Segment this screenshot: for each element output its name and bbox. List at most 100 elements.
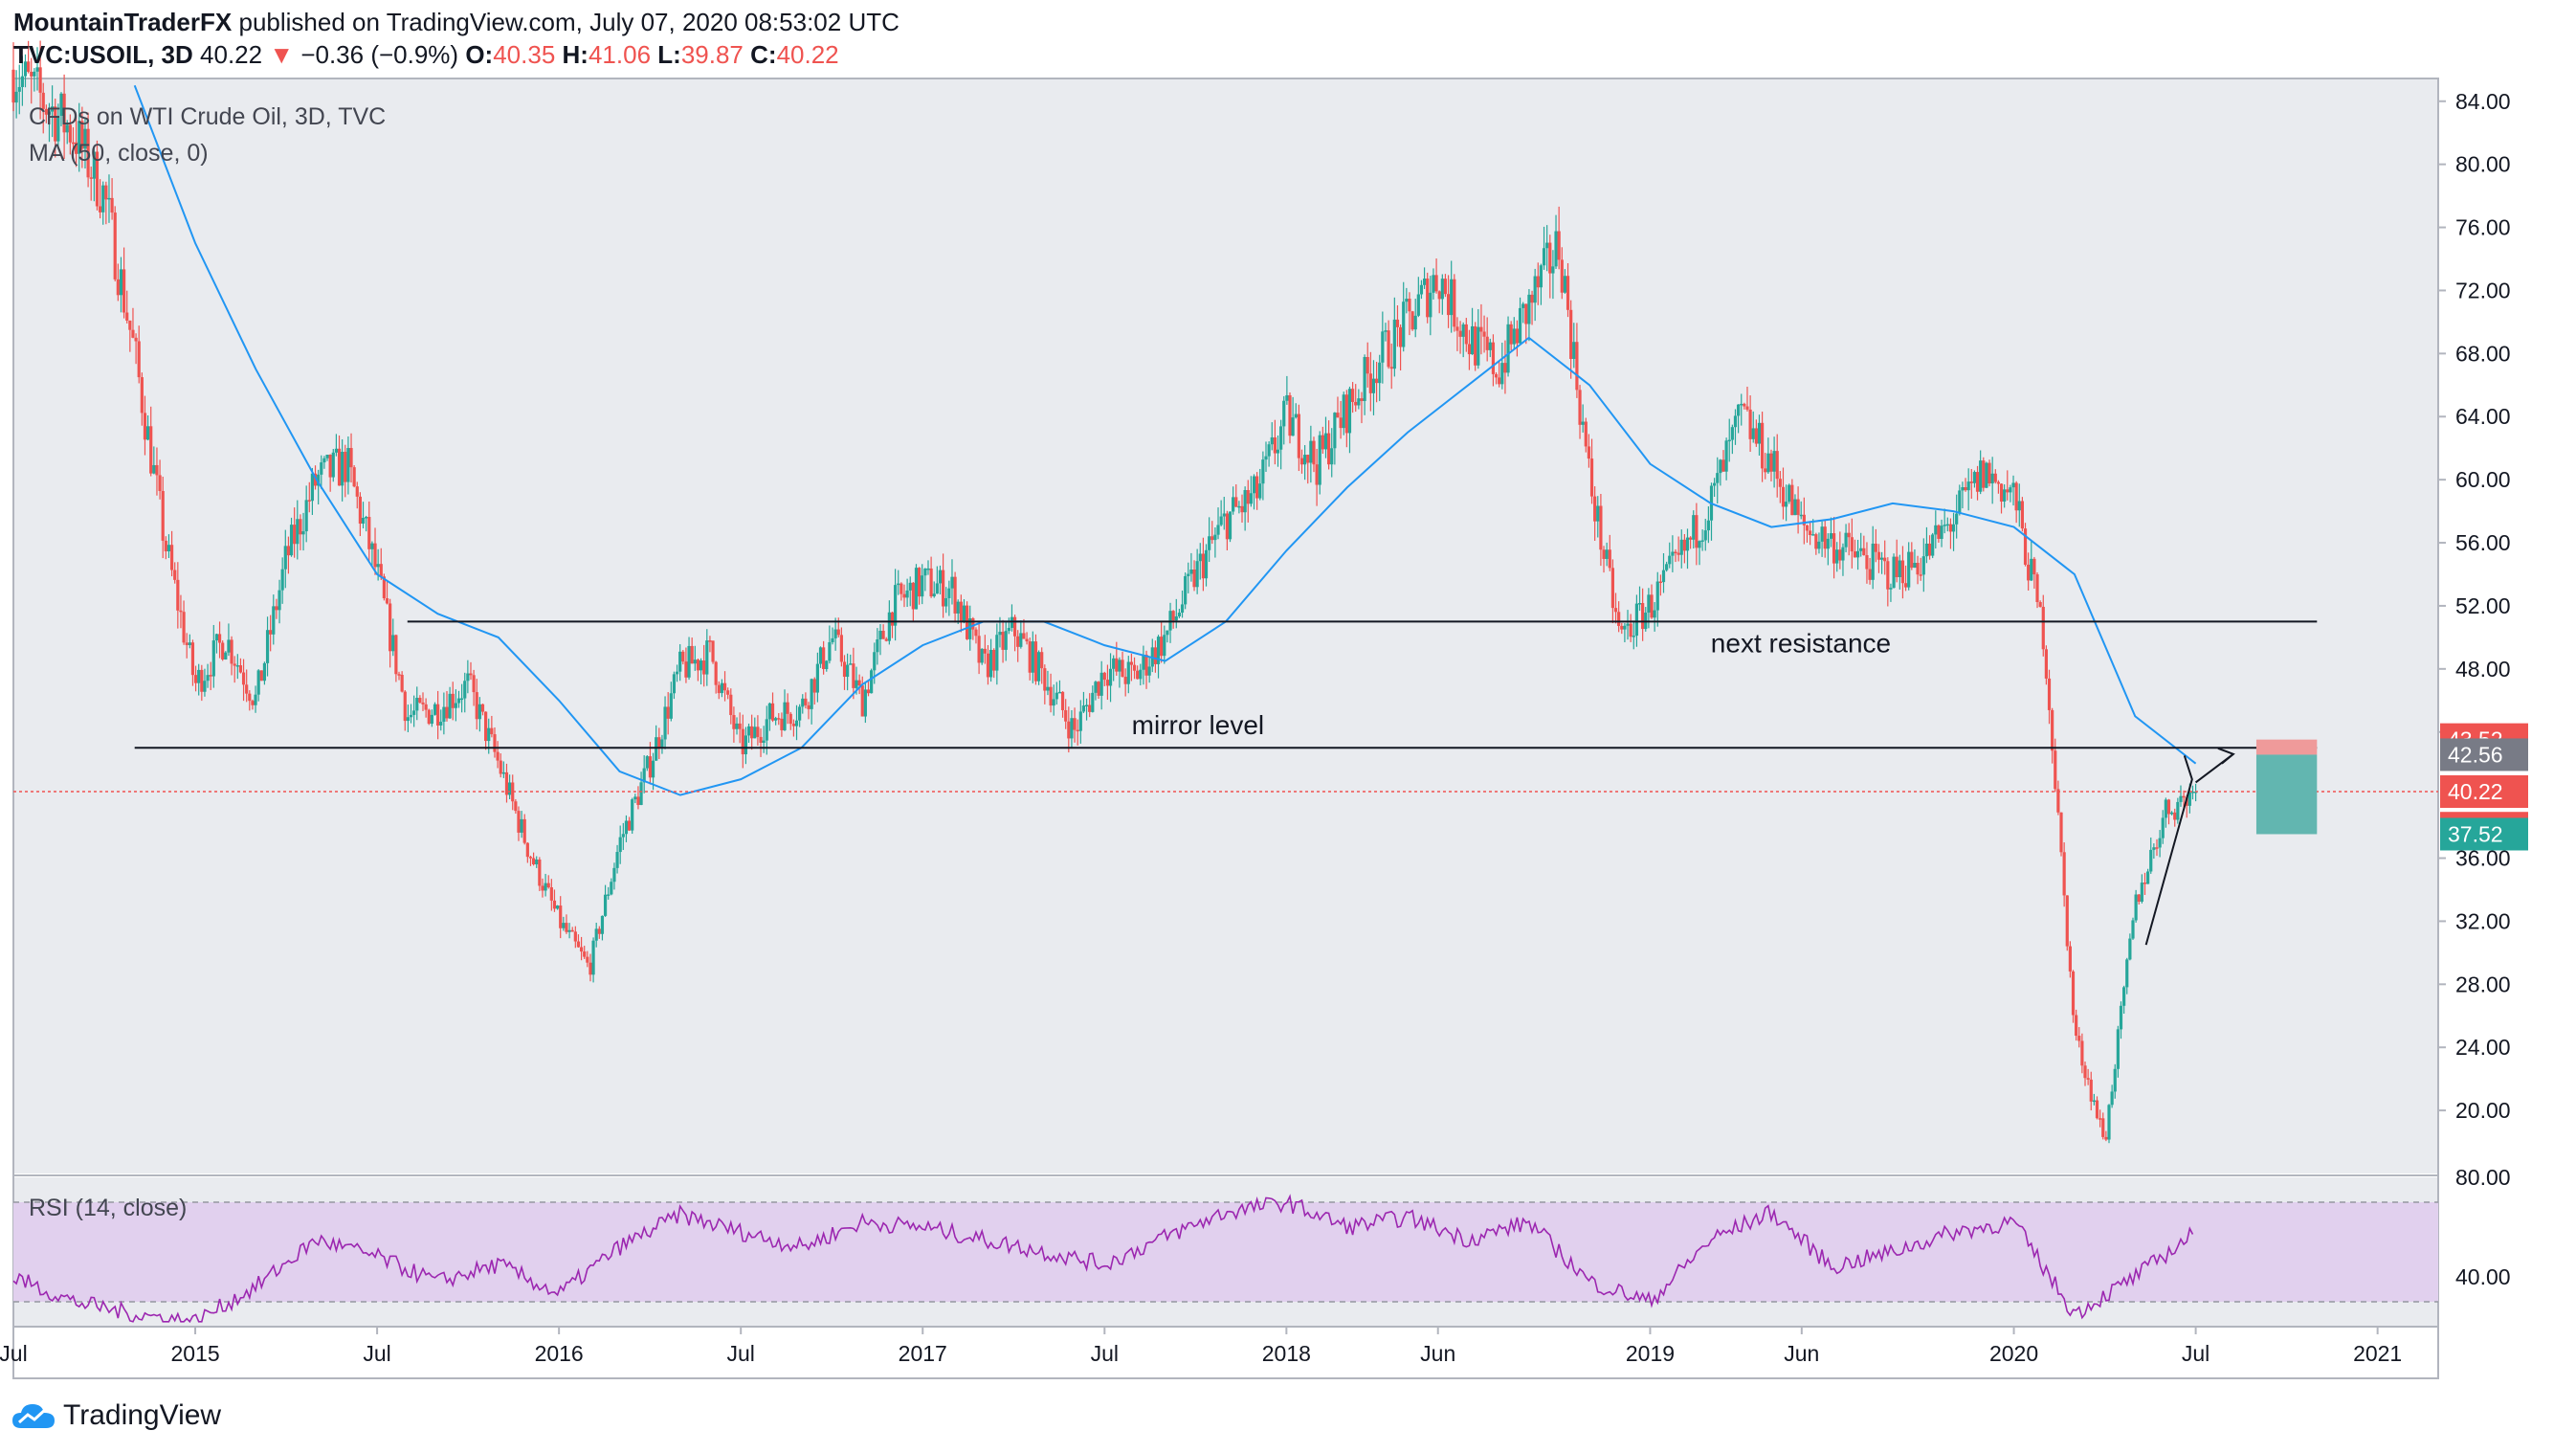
candle-up <box>1871 543 1875 580</box>
candle-down <box>1351 389 1355 402</box>
candle-down <box>1012 616 1017 637</box>
candle-down <box>1805 525 1810 531</box>
y-tick-label: 60.00 <box>2455 467 2511 492</box>
candle-up <box>317 474 321 486</box>
candle-down <box>986 653 990 678</box>
candle-down <box>759 736 763 744</box>
candle-up <box>1187 573 1190 576</box>
candle-down <box>179 610 183 613</box>
candle-up <box>693 659 697 664</box>
candle-down <box>750 726 754 739</box>
candle-down <box>1515 328 1520 344</box>
candle-up <box>325 455 329 458</box>
candle-down <box>1327 433 1331 465</box>
candle-down <box>2182 795 2186 798</box>
candle-up <box>2161 817 2165 838</box>
candle-up <box>346 448 350 482</box>
candle-up <box>607 894 611 896</box>
candle-down <box>1910 551 1914 569</box>
candle-up <box>1232 497 1235 512</box>
candle-down <box>230 639 233 664</box>
candle-up <box>1961 487 1965 491</box>
candle-down <box>1426 278 1430 318</box>
candle-up <box>2152 847 2156 850</box>
candle-up <box>214 634 219 641</box>
chart-frame <box>12 78 2439 1379</box>
candle-up <box>23 61 28 77</box>
candle-down <box>2143 883 2147 884</box>
brand-name: TradingView <box>63 1399 222 1431</box>
candle-down <box>403 691 407 722</box>
candle-up <box>908 582 912 591</box>
candle-down <box>1769 453 1773 472</box>
candle-down <box>902 593 906 598</box>
candle-up <box>687 645 691 678</box>
candle-down <box>2075 1015 2078 1037</box>
candle-up <box>1572 342 1576 359</box>
candle-up <box>1347 389 1352 434</box>
candle-up <box>20 76 24 87</box>
candle-down <box>852 663 855 688</box>
candle-up <box>833 629 837 638</box>
candle-up <box>320 462 323 475</box>
candle-up <box>1309 440 1313 463</box>
candle-up <box>167 545 171 552</box>
candle-down <box>666 706 670 719</box>
candle-up <box>672 674 677 694</box>
candle-up <box>14 91 18 103</box>
candle-up <box>610 882 613 895</box>
candle-down <box>1584 421 1588 447</box>
candle-down <box>68 124 72 143</box>
candle-up <box>1108 668 1113 686</box>
author-name[interactable]: MountainTraderFX <box>13 8 233 36</box>
candle-up <box>1879 557 1884 560</box>
candle-up <box>1184 575 1188 605</box>
candle-down <box>169 545 174 570</box>
candle-down <box>2054 750 2057 790</box>
candle-up <box>1713 482 1717 486</box>
candle-down <box>313 473 318 486</box>
candle-up <box>1955 513 1959 525</box>
candle-down <box>98 206 102 212</box>
candle-down <box>1339 417 1343 429</box>
candle-down <box>1865 554 1869 570</box>
tradingview-logo[interactable]: TradingView <box>11 1399 221 1432</box>
candle-up <box>2122 987 2126 1006</box>
candle-up <box>2170 812 2174 815</box>
candle-up <box>1081 705 1086 712</box>
candle-down <box>385 598 389 604</box>
candle-down <box>307 500 311 502</box>
candle-down <box>1900 560 1905 584</box>
candle-down <box>681 651 685 662</box>
candle-up <box>1772 451 1776 472</box>
candle-down <box>2155 847 2159 849</box>
candle-up <box>1318 435 1321 485</box>
candle-up <box>938 570 943 584</box>
candle-down <box>445 706 449 719</box>
symbol-name[interactable]: TVC:USOIL, 3D <box>13 40 193 69</box>
candle-up <box>304 500 308 532</box>
candle-down <box>1455 326 1459 331</box>
candle-up <box>1623 625 1627 630</box>
candle-down <box>1105 680 1110 686</box>
candle-up <box>555 905 560 909</box>
candle-up <box>1222 513 1226 517</box>
candle-up <box>998 632 1002 636</box>
candle-up <box>1545 242 1549 249</box>
candle-down <box>974 629 978 637</box>
candle-down <box>1886 561 1890 590</box>
candle-down <box>1764 468 1767 473</box>
candle-up <box>828 641 832 661</box>
candle-up <box>1655 581 1659 611</box>
candle-up <box>1671 551 1675 556</box>
candle-up <box>988 649 993 678</box>
candle-up <box>2131 920 2135 939</box>
candle-down <box>475 692 478 720</box>
candle-up <box>1303 455 1307 465</box>
candle-down <box>1781 486 1786 507</box>
candle-down <box>2047 678 2052 710</box>
candle-down <box>1578 390 1582 425</box>
candle-down <box>1650 594 1654 618</box>
candle-down <box>822 647 826 670</box>
